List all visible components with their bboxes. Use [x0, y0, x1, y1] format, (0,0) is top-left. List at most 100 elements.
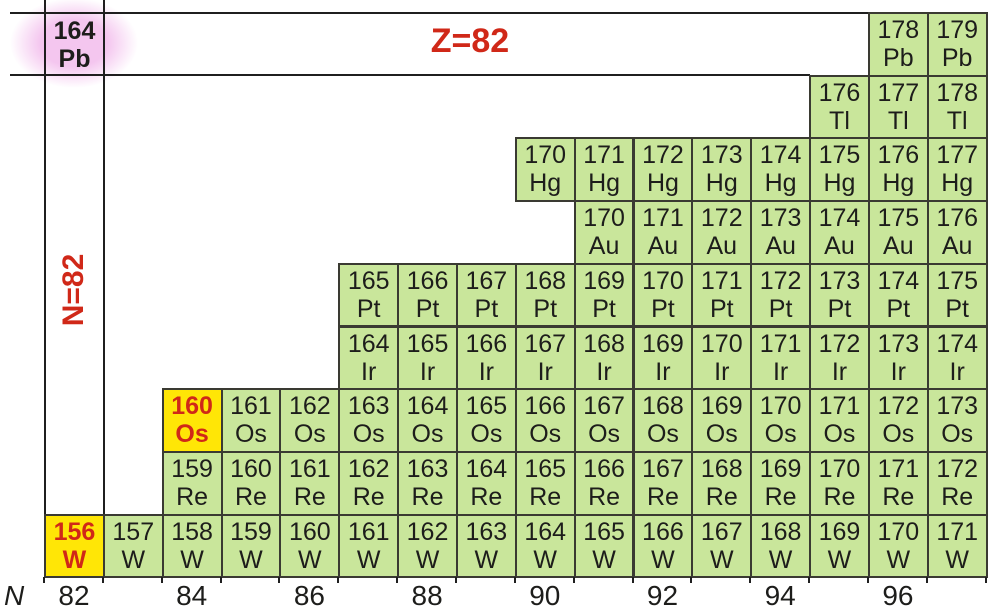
mass-number: 169	[818, 517, 861, 546]
isotope-cell: 165 Re	[514, 450, 576, 516]
mass-number: 171	[583, 141, 625, 170]
isotope-cell: 168 W	[750, 513, 812, 579]
element-symbol: Pb	[941, 44, 973, 72]
element-symbol: Pt	[945, 294, 969, 323]
element-symbol: Ir	[361, 357, 377, 386]
axis-tick	[43, 577, 45, 583]
isotope-cell: 174 Hg	[750, 137, 812, 203]
axis-tick	[337, 577, 340, 583]
element-symbol: Os	[175, 420, 209, 449]
isotope-cell: 171 Os	[809, 388, 870, 453]
element-symbol: Os	[705, 420, 738, 449]
isotope-cell: 164 Re	[455, 450, 517, 516]
axis-name: N	[4, 580, 25, 609]
mass-number: 164	[406, 392, 449, 421]
element-symbol: Au	[588, 232, 620, 261]
element-symbol: Os	[823, 420, 856, 449]
isotope-cell: 176 Tl	[809, 74, 870, 140]
element-symbol: W	[415, 545, 440, 574]
axis-tick	[572, 577, 575, 583]
isotope-cell: 174 Pt	[867, 262, 929, 328]
mass-number: 175	[877, 204, 920, 233]
mass-number: 167	[524, 329, 567, 358]
element-symbol: Re	[352, 482, 385, 511]
mass-number: 175	[936, 266, 979, 295]
isotope-cell: 172 Hg	[632, 137, 694, 203]
axis-tick-label: 90	[529, 580, 561, 609]
mass-number: 161	[347, 517, 390, 546]
mass-number: 171	[936, 517, 979, 546]
mass-number: 166	[642, 517, 684, 546]
mass-number: 177	[936, 141, 979, 170]
element-symbol: W	[827, 545, 852, 574]
mass-number: 158	[171, 517, 213, 546]
mass-number: 170	[642, 266, 684, 295]
isotope-cell: 162 Os	[279, 388, 341, 453]
isotope-cell: 172 Au	[691, 200, 753, 265]
mass-number: 174	[936, 329, 979, 358]
mass-number: 167	[700, 517, 743, 546]
isotope-cell: 169 Pt	[573, 262, 635, 328]
axis-tick	[513, 577, 516, 583]
element-symbol: Hg	[646, 169, 679, 198]
isotope-cell: 167 Pt	[455, 262, 517, 328]
isotope-cell: 161 Re	[279, 450, 341, 516]
element-symbol: Ir	[949, 357, 965, 386]
isotope-cell: 159 W	[220, 513, 282, 579]
mass-number: 167	[583, 392, 625, 421]
mass-number: 166	[524, 392, 567, 421]
z-band-line-bottom	[10, 74, 810, 76]
isotope-cell: 169 W	[809, 513, 870, 579]
mass-number: 169	[642, 329, 684, 358]
element-symbol: W	[651, 545, 675, 574]
axis-tick-label: 92	[646, 580, 679, 609]
mass-number: 163	[406, 454, 449, 483]
element-symbol: W	[239, 545, 263, 574]
mass-number: 159	[230, 517, 272, 546]
isotope-cell: 167 Re	[632, 450, 694, 516]
element-symbol: Pt	[356, 294, 381, 323]
isotope-cell: 177 Hg	[926, 137, 988, 203]
isotope-cell: 174 Ir	[926, 325, 988, 391]
n-band-line-left	[44, 0, 46, 578]
mass-number: 170	[818, 454, 861, 483]
mass-number: 165	[583, 517, 625, 546]
isotope-cell: 169 Re	[750, 450, 812, 516]
isotope-cell-164-pb: 164 Pb	[46, 14, 103, 77]
isotope-cell: 171 Hg	[573, 137, 635, 203]
isotope-cell: 161 Os	[220, 388, 282, 453]
mass-number: 165	[406, 329, 449, 358]
isotope-cell: 173 Au	[750, 200, 812, 265]
mass-number: 161	[230, 392, 272, 421]
isotope-cell: 165 Pt	[338, 262, 400, 328]
element-symbol: Au	[941, 232, 973, 261]
element-symbol: Hg	[588, 169, 621, 198]
mass-number: 163	[347, 392, 390, 421]
element-symbol: W	[121, 545, 146, 574]
element-symbol: W	[180, 545, 204, 574]
element-symbol: Os	[470, 420, 503, 449]
isotope-cell: 171 W	[926, 513, 988, 579]
mass-number: 173	[700, 141, 743, 170]
isotope-cell: 172 Os	[867, 388, 929, 453]
axis-tick	[866, 577, 869, 583]
axis-tick-label: 86	[293, 580, 325, 609]
axis-tick	[101, 577, 104, 583]
isotope-cell: 171 Ir	[750, 325, 812, 391]
element-symbol: Hg	[529, 169, 562, 198]
element-symbol: Hg	[941, 169, 974, 198]
mass-number: 170	[700, 329, 743, 358]
element-symbol: Ir	[478, 357, 494, 386]
mass-number: 173	[877, 329, 920, 358]
mass-number: 178	[877, 16, 920, 44]
element-symbol: W	[533, 545, 558, 574]
mass-number: 160	[230, 454, 272, 483]
mass-number: 171	[700, 266, 743, 295]
isotope-cell: 163 Re	[397, 450, 458, 516]
mass-number: 172	[759, 266, 802, 295]
element-symbol: Tl	[829, 106, 850, 135]
element-symbol: W	[474, 545, 499, 574]
isotope-cell: 173 Os	[926, 388, 988, 453]
isotope-cell: 170 Au	[573, 200, 635, 265]
